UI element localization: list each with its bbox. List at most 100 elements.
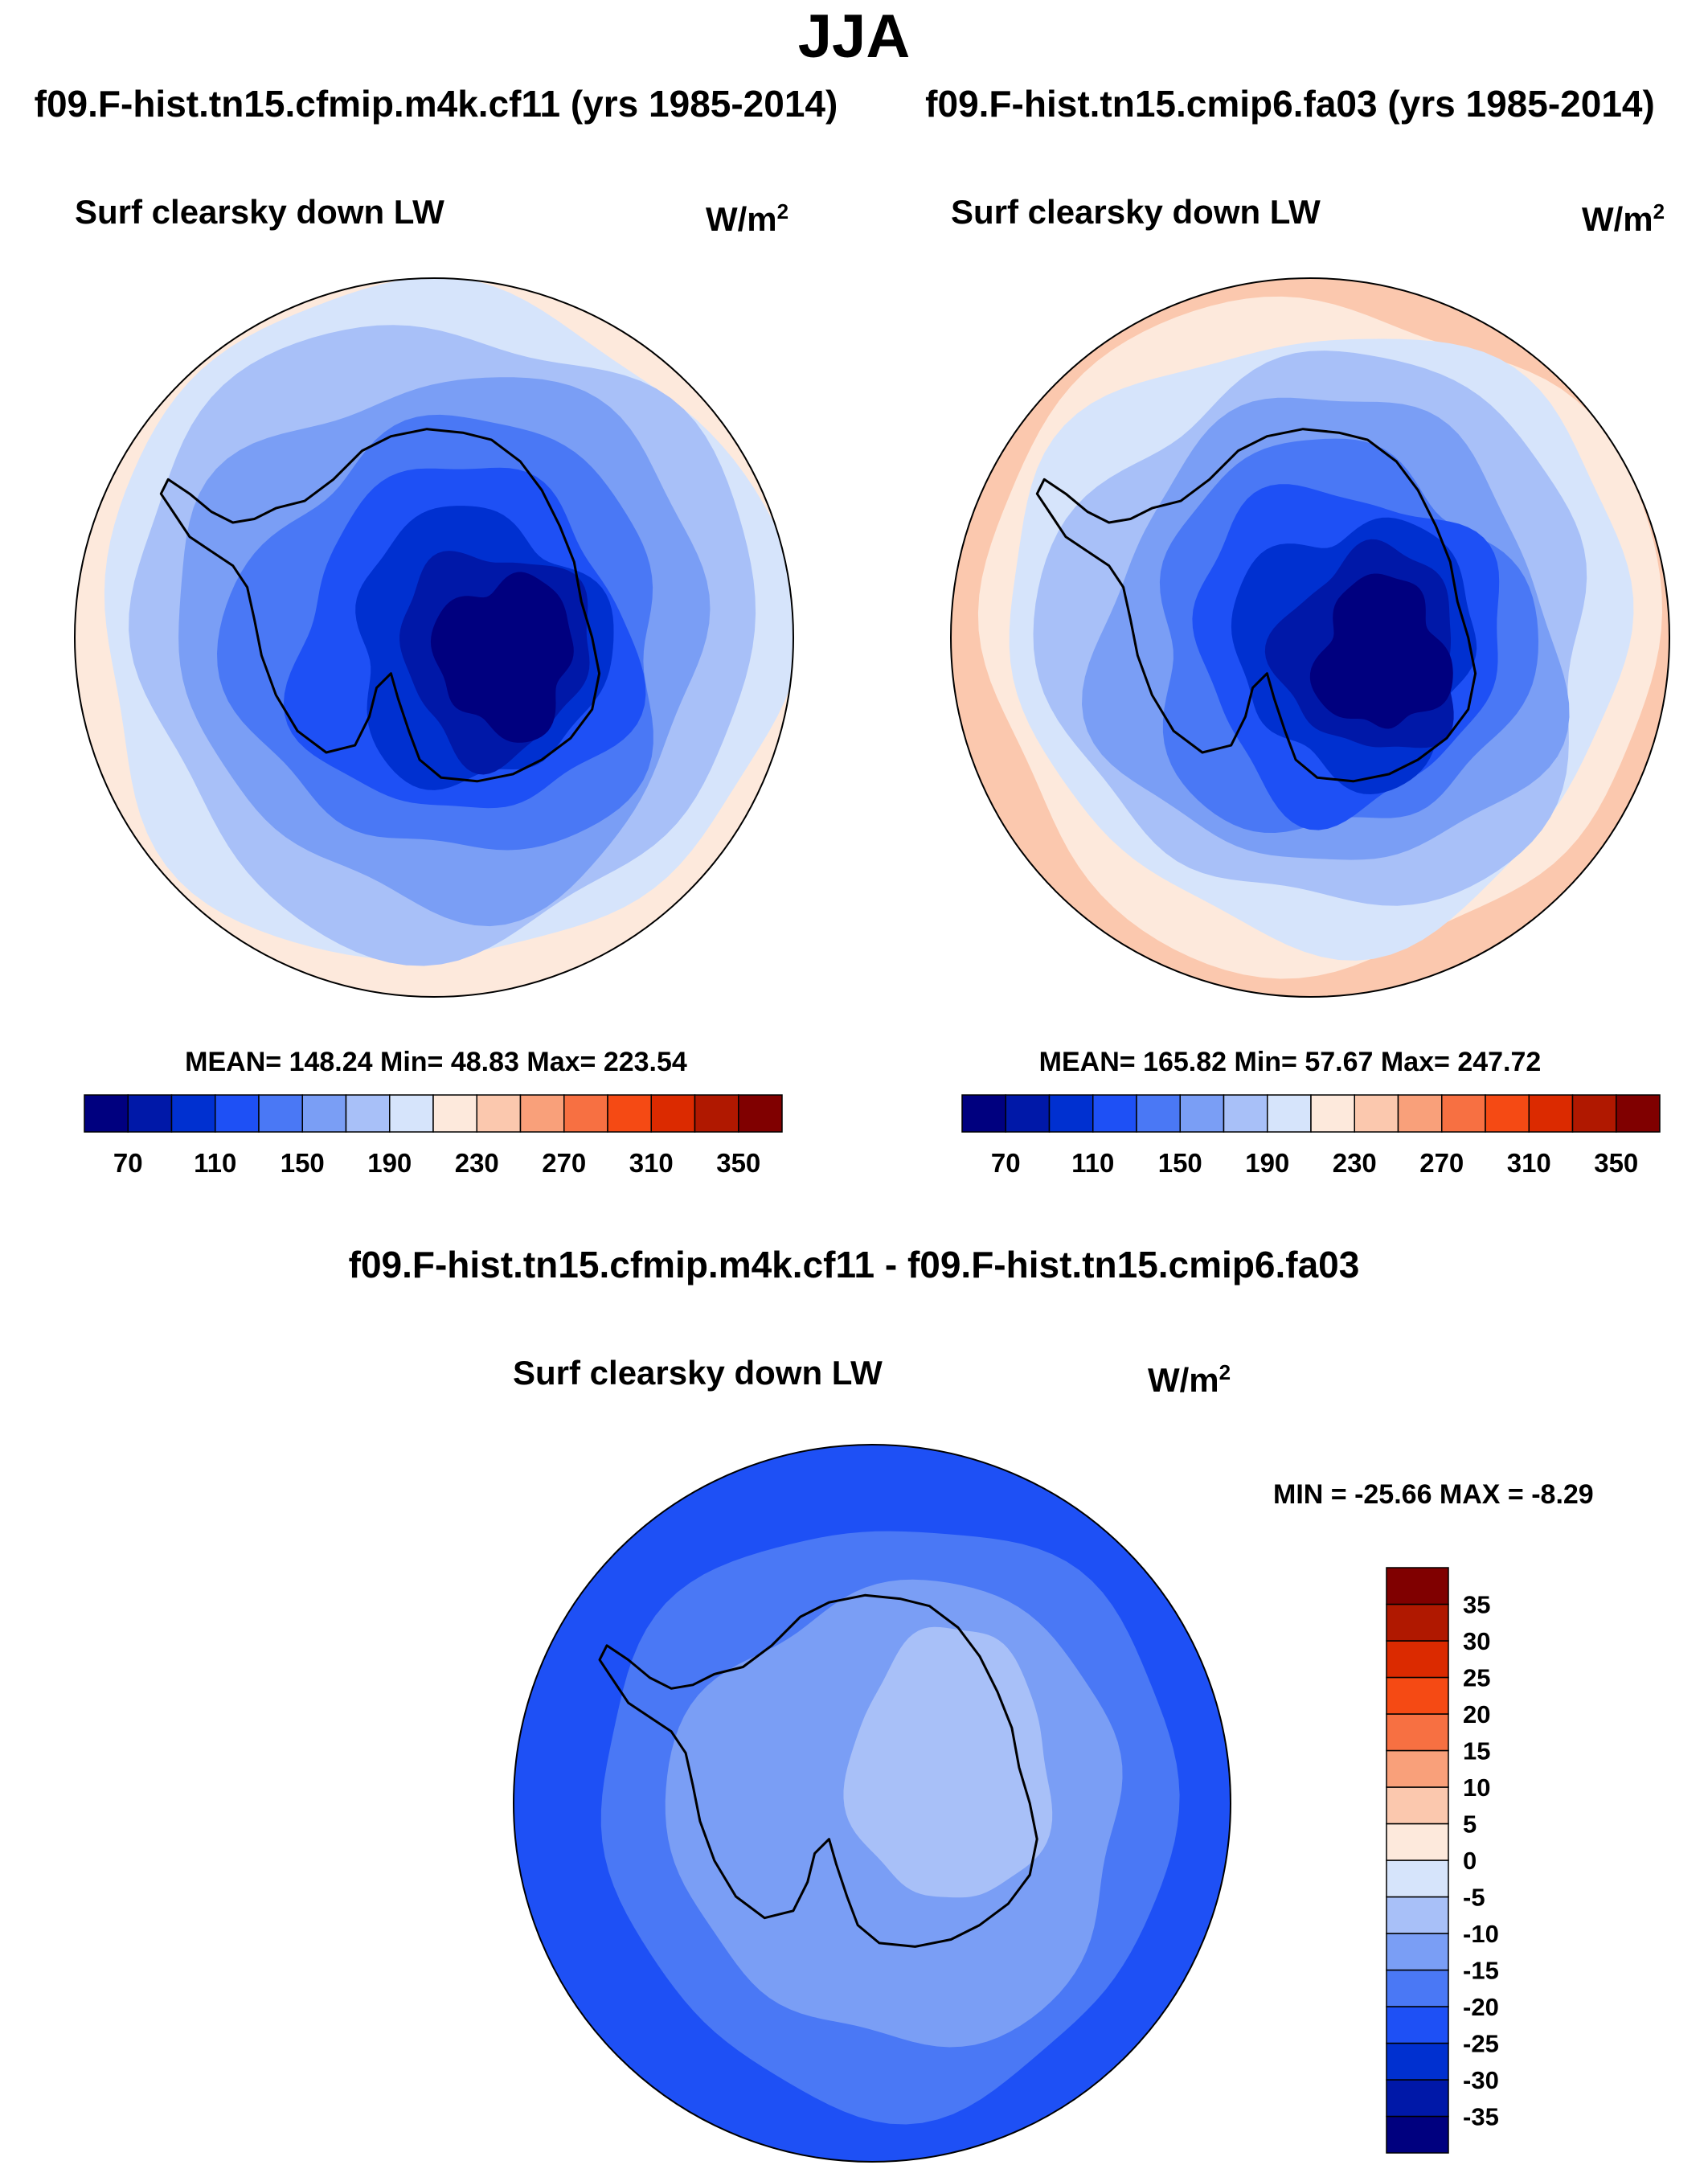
- colorbar-swatch: [1485, 1094, 1530, 1133]
- season-title: JJA: [797, 2, 911, 71]
- colorbar-swatch: [1267, 1094, 1312, 1133]
- colorbar-tick-label: 20: [1463, 1700, 1490, 1728]
- colorbar-swatch: [1092, 1094, 1137, 1133]
- contour-band-8: [430, 572, 574, 743]
- colorbar-swatch: [476, 1094, 522, 1133]
- colorbar-tick-label: 0: [1463, 1847, 1477, 1875]
- colorbar-swatch: [258, 1094, 303, 1133]
- left-units-label: W/m2: [706, 199, 788, 239]
- colorbar-tick-label: -35: [1463, 2103, 1499, 2131]
- colorbar-swatch: [1386, 1749, 1449, 1788]
- left-units-exponent: 2: [776, 199, 789, 223]
- colorbar-tick-label: -20: [1463, 1993, 1499, 2021]
- colorbar-swatch: [1386, 1640, 1449, 1679]
- colorbar-tick-label: 70: [991, 1148, 1021, 1178]
- colorbar-tick-label: 35: [1463, 1591, 1490, 1619]
- colorbar-swatch: [1354, 1094, 1399, 1133]
- colorbar-tick-label: -25: [1463, 2030, 1499, 2058]
- colorbar-tick-label: -5: [1463, 1884, 1485, 1912]
- map-boundary-circle: [74, 277, 794, 998]
- map-panel-3: 35 30 25 20 15 10 5 0 -5 -10 -15 -20 -25 -30 -35: [513, 1444, 1499, 2163]
- antarctica-coastline: [598, 1593, 1038, 1948]
- colorbar-swatch: [1386, 1969, 1449, 2007]
- colorbar-swatch: [84, 1094, 129, 1133]
- diff-units-label: W/m2: [1148, 1360, 1231, 1400]
- colorbar-swatch: [1616, 1094, 1661, 1133]
- colorbar-tick-label: 350: [1594, 1148, 1638, 1178]
- colorbar-swatch: [961, 1094, 1006, 1133]
- colorbar-tick-label: 350: [716, 1148, 760, 1178]
- colorbar-swatch: [1223, 1094, 1268, 1133]
- left-case-title: f09.F-hist.tn15.cfmip.m4k.cf11 (yrs 1985…: [34, 83, 838, 125]
- colorbar-3: 35 30 25 20 15 10 5 0 -5 -10 -15 -20 -25 -30 -35: [1386, 1567, 1499, 2154]
- colorbar-swatch: [1386, 1823, 1449, 1861]
- colorbar-swatch: [170, 1094, 216, 1133]
- colorbar-tick-label: 15: [1463, 1737, 1490, 1765]
- colorbar-1: 70 110 150 190 230 270 310 350: [84, 1094, 783, 1178]
- right-variable-label: Surf clearsky down LW: [951, 193, 1321, 231]
- colorbar-swatch: [1179, 1094, 1225, 1133]
- contour-field: [951, 278, 1669, 997]
- right-units-exponent: 2: [1653, 199, 1665, 223]
- colorbar-tick-label: 10: [1463, 1773, 1490, 1802]
- colorbar-swatch: [738, 1094, 783, 1133]
- colorbar-tick-label: 110: [194, 1148, 236, 1178]
- map-boundary-circle: [513, 1444, 1231, 2163]
- colorbar-swatch: [1386, 1567, 1449, 1605]
- colorbar-tick-label: -15: [1463, 1957, 1499, 1985]
- colorbar-tick-label: 270: [542, 1148, 586, 1178]
- colorbar-swatch: [432, 1094, 477, 1133]
- colorbar-tick-label: 150: [1158, 1148, 1202, 1178]
- colorbar-swatch: [1386, 1786, 1449, 1825]
- colorbar-tick-label: -30: [1463, 2066, 1499, 2094]
- contour-field: [75, 278, 793, 997]
- colorbar-swatch: [607, 1094, 652, 1133]
- colorbar-swatch: [1386, 1603, 1449, 1642]
- colorbar-tick-label: -10: [1463, 1920, 1499, 1948]
- colorbar-swatch: [1136, 1094, 1181, 1133]
- colorbar-swatch: [301, 1094, 347, 1133]
- colorbar-swatch: [1386, 1676, 1449, 1715]
- colorbar-swatch: [1386, 1860, 1449, 1898]
- colorbar-tick-label: 270: [1419, 1148, 1464, 1178]
- colorbar-2: 70 110 150 190 230 270 310 350: [961, 1094, 1661, 1178]
- colorbar-tick-label: 150: [281, 1148, 325, 1178]
- colorbar-swatch: [1386, 1933, 1449, 1971]
- colorbar-tick-label: 190: [367, 1148, 412, 1178]
- colorbar-swatch: [650, 1094, 696, 1133]
- colorbar-swatch: [563, 1094, 608, 1133]
- right-units-base: W/m: [1582, 200, 1653, 238]
- colorbar-swatch: [1048, 1094, 1094, 1133]
- colorbar-swatch: [1397, 1094, 1443, 1133]
- right-units-label: W/m2: [1582, 199, 1665, 239]
- colorbar-tick-label: 5: [1463, 1810, 1477, 1839]
- colorbar-swatch: [1571, 1094, 1617, 1133]
- colorbar-tick-label: 25: [1463, 1664, 1490, 1692]
- antarctica-coastline: [1035, 428, 1477, 783]
- colorbar-tick-label: 230: [1333, 1148, 1377, 1178]
- colorbar-tick-label: 230: [455, 1148, 499, 1178]
- map-boundary-circle: [950, 277, 1670, 998]
- diff-units-exponent: 2: [1219, 1360, 1231, 1384]
- map-panel-2: 70 110 150 190 230 270 310 350: [950, 277, 1670, 1178]
- colorbar-swatch: [1005, 1094, 1051, 1133]
- colorbar-swatch: [1528, 1094, 1574, 1133]
- left-stats: MEAN= 148.24 Min= 48.83 Max= 223.54: [185, 1047, 687, 1077]
- colorbar-tick-label: 310: [629, 1148, 674, 1178]
- colorbar-swatch: [1386, 1713, 1449, 1752]
- colorbar-swatch: [1386, 2115, 1449, 2154]
- colorbar-swatch: [389, 1094, 434, 1133]
- diff-case-title: f09.F-hist.tn15.cfmip.m4k.cf11 - f09.F-h…: [348, 1244, 1360, 1285]
- colorbar-swatch: [1386, 2006, 1449, 2044]
- colorbar-swatch: [519, 1094, 565, 1133]
- left-variable-label: Surf clearsky down LW: [75, 193, 444, 231]
- colorbar-swatch: [1386, 2042, 1449, 2081]
- colorbar-tick-label: 70: [113, 1148, 143, 1178]
- map-panel-1: 70 110 150 190 230 270 310 350: [74, 277, 794, 1178]
- antarctica-coastline: [159, 428, 601, 783]
- colorbar-swatch: [127, 1094, 173, 1133]
- diff-stats: MIN = -25.66 MAX = -8.29: [1273, 1479, 1594, 1510]
- colorbar-swatch: [1386, 1896, 1449, 1934]
